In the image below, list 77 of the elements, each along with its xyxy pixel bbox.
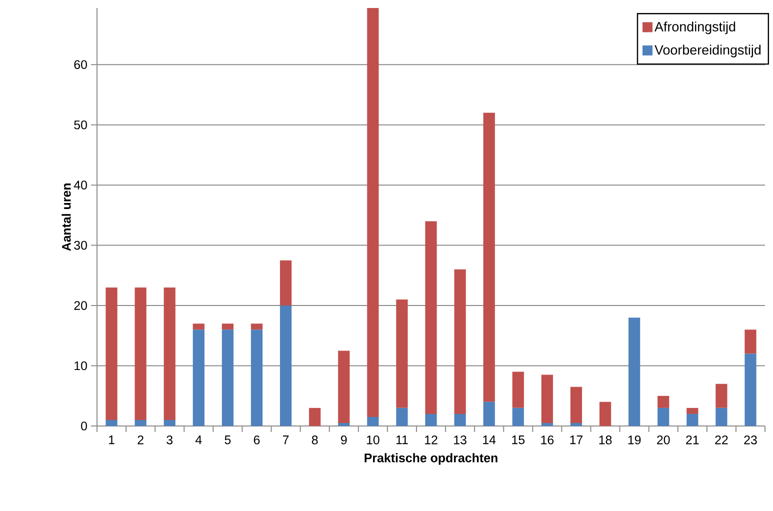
bar [744,354,756,426]
bar [512,372,524,408]
bar [599,402,612,426]
bar [483,112,495,402]
bar [222,330,234,426]
y-tick-label: 40 [74,180,87,190]
bar [483,402,495,426]
bar [425,221,437,414]
x-tick-label: 8 [312,436,318,444]
y-tick-label: 60 [74,60,87,70]
x-tick-label: 9 [340,436,347,444]
bar [686,414,698,426]
legend-label: Afrondingstijd [654,22,736,34]
y-tick-label: 30 [74,240,87,250]
bar [106,287,118,420]
y-axis-title: Aantal uren [62,184,71,251]
x-tick-label: 18 [599,436,612,444]
x-tick-label: 16 [541,436,554,444]
x-tick-label: 15 [512,436,525,444]
bar [425,414,437,426]
x-tick-label: 14 [483,436,496,444]
x-tick-label: 10 [366,436,380,444]
bar [367,8,379,417]
bar [164,287,176,420]
x-tick-label: 12 [425,436,438,444]
y-tick-label: 50 [74,120,87,130]
x-tick-label: 3 [166,436,173,444]
bar [396,300,408,408]
bar [716,408,728,426]
bar [280,260,292,306]
x-tick-label: 17 [570,436,583,444]
bar [658,396,670,408]
bar [541,422,553,426]
y-tick-label: 10 [74,361,87,370]
bar [164,420,176,426]
bar [454,269,466,414]
y-tick-label: 0 [81,422,87,430]
x-tick-label: 19 [628,436,641,444]
bar [222,324,234,330]
bar [570,386,582,423]
x-tick-label: 21 [686,436,699,444]
y-tick-label: 20 [74,301,87,310]
x-tick-label: 22 [715,436,728,444]
x-tick-label: 7 [282,436,289,444]
bar [716,384,728,408]
x-tick-label: 23 [744,436,757,444]
bar [192,324,204,330]
x-tick-label: 1 [109,436,114,444]
bar [338,422,350,426]
x-tick-label: 2 [138,436,144,444]
bar [396,408,408,426]
bar [134,420,146,426]
bar [250,324,263,330]
bar [338,350,350,423]
legend-label: Voorbereidingstijd [654,44,761,58]
bar [250,330,263,426]
bar [192,330,204,426]
bar [686,408,698,414]
bar [106,420,118,426]
x-tick-label: 6 [254,436,260,444]
x-tick-label: 5 [224,436,231,444]
x-tick-label: 4 [195,436,202,444]
bar [570,422,582,426]
bar [658,408,670,426]
x-axis-title: Praktische opdrachten [364,453,498,465]
bar [367,416,379,426]
bar [541,374,553,423]
bar [512,408,524,426]
bar [454,414,466,426]
x-tick-label: 11 [396,436,408,444]
bar [628,318,640,426]
bar [134,287,146,420]
bar [744,330,756,354]
x-tick-label: 13 [454,436,466,444]
bar [309,408,321,426]
x-tick-label: 20 [657,436,670,444]
bar [280,306,292,426]
